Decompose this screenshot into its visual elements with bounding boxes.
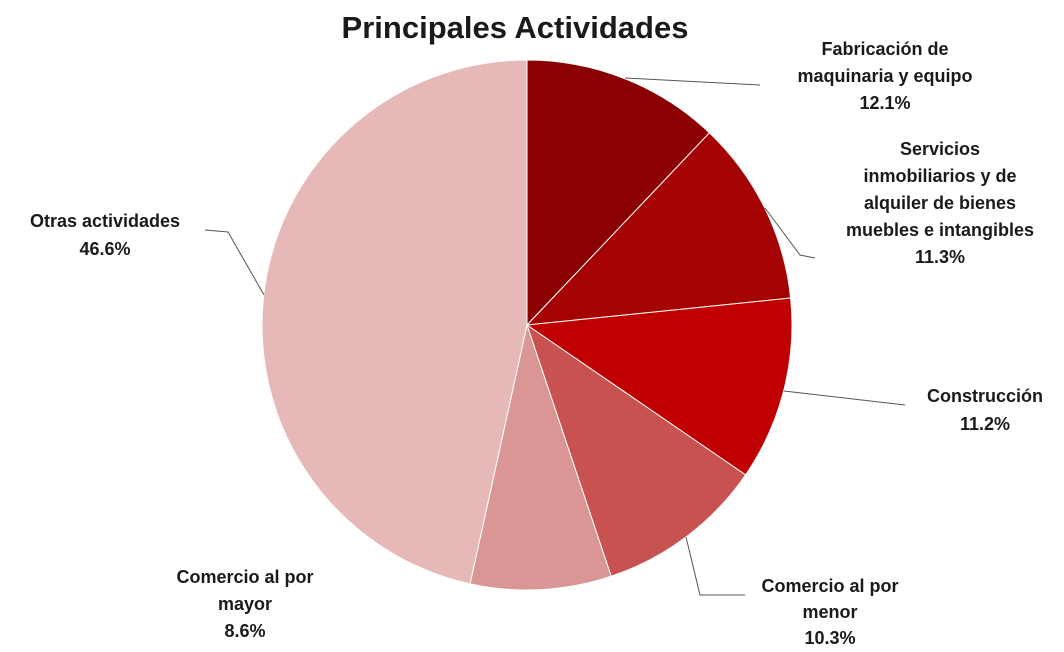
slice-label: maquinaria y equipo: [797, 66, 972, 86]
slice-value-label: 11.3%: [915, 247, 965, 267]
leader-line: [685, 536, 745, 596]
slice-label: inmobiliarios y de: [863, 166, 1016, 186]
slice-label: Comercio al por: [176, 567, 313, 587]
slice-value-label: 8.6%: [224, 621, 265, 641]
slice-value-label: 46.6%: [79, 239, 130, 259]
pie-slice: [525, 297, 793, 476]
slice-label: menor: [802, 602, 857, 622]
slice-label: Servicios: [900, 139, 980, 159]
leader-line: [204, 229, 265, 296]
slice-label: Fabricación de: [821, 39, 948, 59]
slice-label: mayor: [218, 594, 272, 614]
pie-slice: [526, 59, 711, 327]
slice-label: Construcción: [927, 386, 1043, 406]
slice-label: Otras actividades: [30, 211, 180, 231]
pie-slice: [469, 323, 612, 591]
leader-line: [764, 207, 816, 259]
slice-label: Comercio al por: [761, 576, 898, 596]
leader-line: [783, 390, 906, 406]
pie-slice: [526, 323, 747, 577]
pie-slice: [261, 59, 528, 585]
slice-value-label: 10.3%: [804, 628, 855, 648]
slice-value-label: 12.1%: [859, 93, 910, 113]
leader-line: [624, 77, 761, 86]
slice-value-label: 11.2%: [960, 414, 1010, 434]
chart-title: Principales Actividades: [342, 10, 689, 45]
slice-label: alquiler de bienes: [864, 193, 1016, 213]
slice-label: muebles e intangibles: [846, 220, 1034, 240]
